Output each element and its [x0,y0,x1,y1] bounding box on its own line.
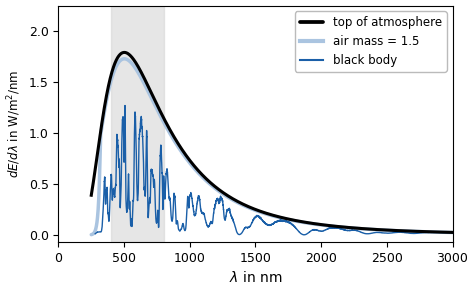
top of atmosphere [89,233,94,236]
air mass = 1.5 [450,231,456,235]
black body [243,204,248,207]
top of atmosphere [227,197,233,200]
air mass = 1.5 [376,231,382,234]
air mass = 1.5 [222,217,228,221]
black body [404,229,410,233]
top of atmosphere [130,63,136,66]
X-axis label: $\lambda$ in nm: $\lambda$ in nm [229,270,282,285]
top of atmosphere [443,230,448,234]
black body [130,56,136,60]
black body [151,97,157,100]
black body [227,195,233,199]
Line: black body: black body [91,52,453,233]
top of atmosphere [450,231,456,234]
Legend: top of atmosphere, air mass = 1.5, black body: top of atmosphere, air mass = 1.5, black… [295,11,447,72]
black body [89,194,94,197]
Bar [111,6,164,242]
air mass = 1.5 [110,188,116,191]
Line: air mass = 1.5: air mass = 1.5 [95,106,453,235]
air mass = 1.5 [304,232,310,236]
air mass = 1.5 [319,229,325,233]
black body [443,230,448,234]
black body [450,231,456,234]
Y-axis label: $dE/d\lambda$ in W/m$^2$/nm: $dE/d\lambda$ in W/m$^2$/nm [6,70,23,178]
air mass = 1.5 [122,104,128,107]
top of atmosphere [151,102,157,105]
top of atmosphere [243,205,248,208]
Line: top of atmosphere: top of atmosphere [91,59,453,235]
top of atmosphere [404,229,410,233]
top of atmosphere [121,57,127,61]
air mass = 1.5 [357,230,363,233]
air mass = 1.5 [301,233,307,237]
black body [121,51,127,54]
air mass = 1.5 [92,232,98,235]
